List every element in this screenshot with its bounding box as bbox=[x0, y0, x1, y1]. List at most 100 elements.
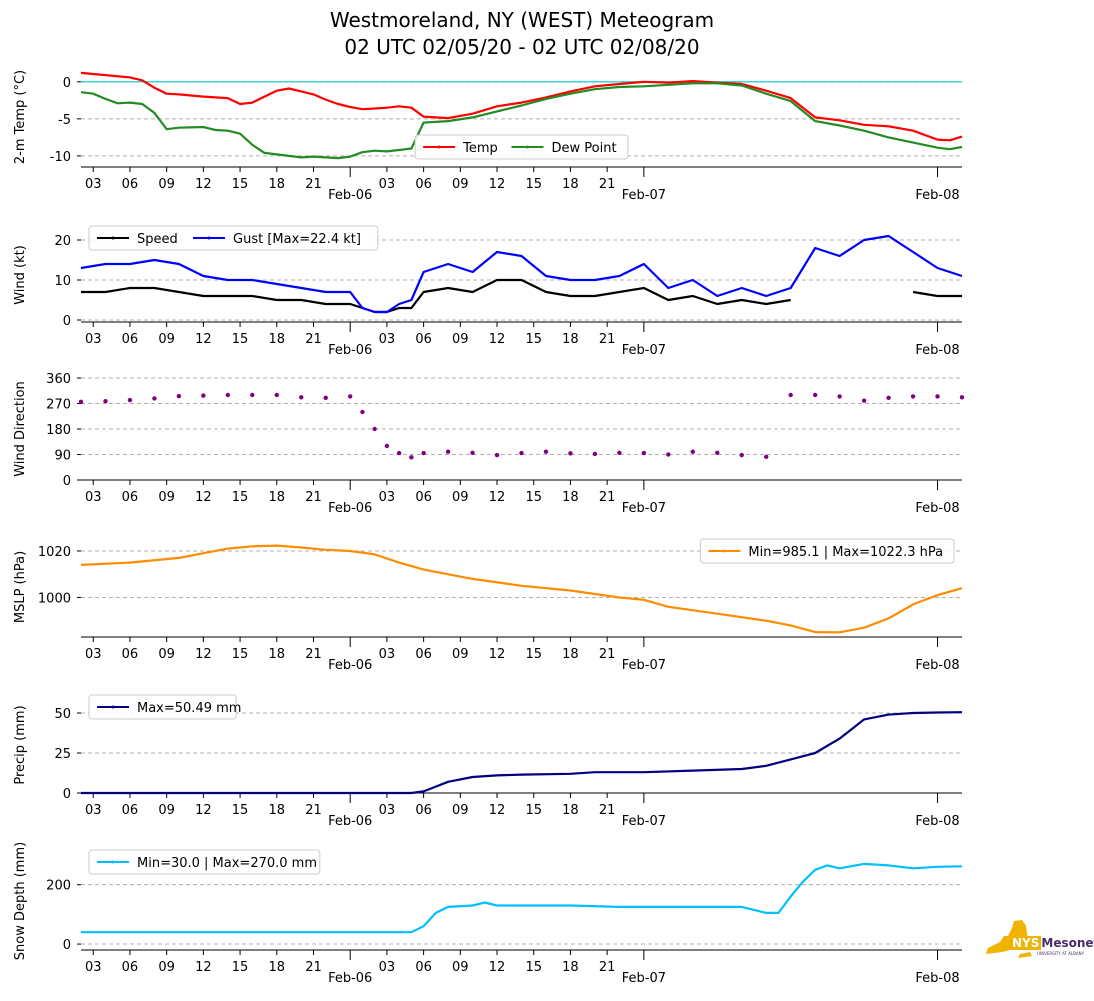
y-axis-label-dir: Wind Direction bbox=[13, 381, 28, 477]
series-line-precip-0 bbox=[81, 711, 963, 795]
series-point-dir-34 bbox=[837, 394, 842, 399]
series-point-dir-10 bbox=[323, 395, 328, 401]
x-tick-label-temp-8: 06 bbox=[415, 177, 432, 192]
x-tick-label-wind-10: 12 bbox=[489, 332, 506, 347]
logo-subtitle: UNIVERSITY AT ALBANY bbox=[1037, 951, 1085, 956]
y-tick-label-dir-0: 0 bbox=[63, 474, 71, 489]
date-label-dir-1: Feb-07 bbox=[622, 501, 666, 516]
x-tick-label-precip-10: 12 bbox=[489, 803, 506, 818]
legend-label-snow-0: Min=30.0 | Max=270.0 mm bbox=[137, 856, 317, 871]
x-tick-label-temp-7: 03 bbox=[379, 177, 396, 192]
x-tick-label-snow-13: 21 bbox=[599, 960, 616, 975]
x-tick-label-mslp-5: 18 bbox=[269, 647, 286, 662]
series-point-dir-9 bbox=[299, 395, 304, 400]
series-point-dir-14 bbox=[384, 443, 390, 449]
x-tick-label-mslp-6: 21 bbox=[305, 647, 322, 662]
legend-label-wind-1: Gust [Max=22.4 kt] bbox=[233, 232, 361, 247]
x-tick-label-dir-6: 21 bbox=[305, 490, 322, 505]
x-tick-label-snow-2: 09 bbox=[158, 960, 175, 975]
date-label-precip-1: Feb-07 bbox=[622, 814, 666, 829]
x-tick-label-mslp-4: 15 bbox=[232, 647, 249, 662]
x-tick-label-temp-11: 15 bbox=[525, 177, 542, 192]
series-point-dir-25 bbox=[617, 450, 622, 455]
y-tick-label-wind-2: 20 bbox=[54, 234, 71, 249]
series-line-snow-0 bbox=[81, 862, 963, 934]
legend-marker-temp-0 bbox=[437, 145, 441, 149]
x-tick-label-wind-13: 21 bbox=[599, 332, 616, 347]
series-point-dir-8 bbox=[274, 392, 279, 398]
date-label-dir-0: Feb-06 bbox=[328, 501, 372, 516]
series-point-dir-11 bbox=[347, 394, 353, 399]
x-tick-label-precip-3: 12 bbox=[195, 803, 212, 818]
panel-dir: 0 90 180 270 360 03 06 09 12 15 18 21 03 06 09 12 15 18 21… bbox=[13, 372, 965, 516]
x-tick-label-precip-2: 09 bbox=[158, 803, 175, 818]
series-point-dir-17 bbox=[421, 450, 426, 456]
x-tick-label-wind-11: 15 bbox=[525, 332, 542, 347]
legend-marker-precip-0 bbox=[111, 705, 115, 709]
x-tick-label-dir-7: 03 bbox=[379, 490, 396, 505]
x-tick-label-wind-0: 03 bbox=[85, 332, 102, 347]
x-tick-label-dir-13: 21 bbox=[599, 490, 616, 505]
series-point-dir-24 bbox=[592, 451, 598, 457]
x-tick-label-dir-12: 18 bbox=[562, 490, 579, 505]
x-tick-label-temp-13: 21 bbox=[599, 177, 616, 192]
x-tick-label-temp-10: 12 bbox=[489, 177, 506, 192]
x-tick-label-mslp-1: 06 bbox=[122, 647, 139, 662]
series-point-dir-27 bbox=[666, 452, 671, 457]
x-tick-label-precip-7: 03 bbox=[379, 803, 396, 818]
y-axis-label-mslp: MSLP (hPa) bbox=[13, 551, 28, 623]
x-tick-label-dir-2: 09 bbox=[158, 490, 175, 505]
series-line-temp-0 bbox=[80, 71, 963, 142]
x-tick-label-dir-8: 06 bbox=[415, 490, 432, 505]
x-tick-label-snow-11: 15 bbox=[525, 960, 542, 975]
x-tick-label-temp-2: 09 bbox=[158, 177, 175, 192]
x-tick-label-dir-1: 06 bbox=[122, 490, 139, 505]
x-tick-label-dir-0: 03 bbox=[85, 490, 102, 505]
x-tick-label-precip-8: 06 bbox=[415, 803, 432, 818]
x-tick-label-temp-1: 06 bbox=[122, 177, 139, 192]
series-line-wind-0 bbox=[81, 278, 962, 314]
legend-temp: Temp Dew Point bbox=[414, 134, 629, 160]
series-point-dir-0 bbox=[78, 399, 84, 404]
series-point-dir-5 bbox=[201, 393, 206, 398]
x-tick-label-wind-9: 09 bbox=[452, 332, 469, 347]
x-tick-label-wind-5: 18 bbox=[269, 332, 286, 347]
x-tick-label-dir-3: 12 bbox=[195, 490, 212, 505]
x-tick-label-temp-6: 21 bbox=[305, 177, 322, 192]
x-tick-label-dir-9: 09 bbox=[452, 490, 469, 505]
legend-marker-temp-1 bbox=[526, 145, 529, 149]
date-label-mslp-2: Feb-08 bbox=[915, 658, 959, 673]
x-tick-label-precip-0: 03 bbox=[85, 803, 102, 818]
chart-title-line1: Westmoreland, NY (WEST) Meteogram bbox=[329, 8, 715, 32]
date-label-wind-1: Feb-07 bbox=[622, 343, 666, 358]
legend-label-temp-0: Temp bbox=[462, 141, 498, 156]
legend-snow: Min=30.0 | Max=270.0 mm bbox=[88, 849, 321, 875]
y-axis-label-temp: 2-m Temp (°C) bbox=[13, 70, 28, 164]
y-tick-label-snow-1: 200 bbox=[46, 879, 71, 894]
x-tick-label-mslp-3: 12 bbox=[195, 647, 212, 662]
y-tick-label-temp-1: -5 bbox=[58, 113, 71, 128]
y-tick-label-precip-0: 0 bbox=[63, 787, 71, 802]
y-tick-label-dir-3: 270 bbox=[46, 398, 71, 413]
x-tick-label-mslp-8: 06 bbox=[415, 647, 432, 662]
series-point-dir-30 bbox=[739, 452, 744, 458]
x-tick-label-temp-9: 09 bbox=[452, 177, 469, 192]
x-tick-label-precip-6: 21 bbox=[305, 803, 322, 818]
series-line-wind-1 bbox=[80, 234, 963, 314]
x-tick-label-mslp-13: 21 bbox=[599, 647, 616, 662]
series-point-dir-19 bbox=[470, 450, 475, 455]
date-label-snow-1: Feb-07 bbox=[622, 971, 666, 986]
legend-label-temp-1: Dew Point bbox=[552, 141, 617, 156]
series-point-dir-36 bbox=[886, 395, 891, 401]
date-label-mslp-0: Feb-06 bbox=[328, 658, 372, 673]
series-point-dir-29 bbox=[715, 450, 720, 455]
x-tick-label-wind-7: 03 bbox=[379, 332, 396, 347]
x-tick-label-snow-6: 21 bbox=[305, 960, 322, 975]
x-tick-label-wind-12: 18 bbox=[562, 332, 579, 347]
x-tick-label-mslp-7: 03 bbox=[379, 647, 396, 662]
date-label-precip-2: Feb-08 bbox=[915, 814, 959, 829]
series-point-dir-18 bbox=[445, 449, 451, 454]
x-tick-label-snow-12: 18 bbox=[562, 960, 579, 975]
x-tick-label-snow-7: 03 bbox=[379, 960, 396, 975]
x-tick-label-precip-5: 18 bbox=[269, 803, 286, 818]
